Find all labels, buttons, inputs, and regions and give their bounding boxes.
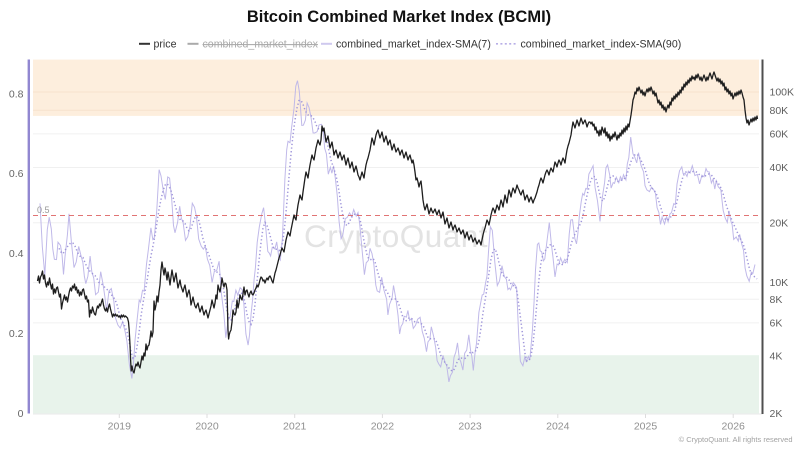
- svg-text:2025: 2025: [634, 421, 658, 433]
- svg-text:10K: 10K: [770, 277, 789, 289]
- svg-text:60K: 60K: [770, 128, 789, 140]
- svg-text:2019: 2019: [108, 421, 132, 433]
- svg-text:100K: 100K: [770, 87, 795, 99]
- svg-text:2023: 2023: [458, 421, 482, 433]
- svg-text:2026: 2026: [722, 421, 746, 433]
- svg-text:2024: 2024: [546, 421, 570, 433]
- svg-text:4K: 4K: [770, 351, 783, 363]
- svg-text:0.8: 0.8: [9, 88, 24, 100]
- svg-text:2021: 2021: [283, 421, 307, 433]
- svg-text:20K: 20K: [770, 217, 789, 229]
- svg-text:0.2: 0.2: [9, 328, 24, 340]
- svg-text:© CryptoQuant. All rights rese: © CryptoQuant. All rights reserved: [679, 435, 793, 444]
- svg-text:Bitcoin Combined Market Index: Bitcoin Combined Market Index (BCMI): [247, 8, 551, 26]
- svg-text:price: price: [154, 39, 177, 51]
- svg-text:combined_market_index-SMA(90): combined_market_index-SMA(90): [521, 39, 682, 51]
- svg-text:2020: 2020: [195, 421, 219, 433]
- svg-text:6K: 6K: [770, 317, 783, 329]
- svg-text:combined_market_index: combined_market_index: [203, 39, 319, 51]
- svg-text:2022: 2022: [371, 421, 395, 433]
- svg-text:0.6: 0.6: [9, 168, 24, 180]
- svg-text:40K: 40K: [770, 162, 789, 174]
- svg-text:CryptoQuant: CryptoQuant: [304, 218, 488, 254]
- svg-text:combined_market_index-SMA(7): combined_market_index-SMA(7): [336, 39, 491, 51]
- svg-text:0.4: 0.4: [9, 248, 24, 260]
- svg-text:2K: 2K: [770, 408, 783, 420]
- svg-text:0.5: 0.5: [37, 205, 50, 215]
- svg-text:0: 0: [18, 408, 24, 420]
- svg-text:8K: 8K: [770, 294, 783, 306]
- svg-text:80K: 80K: [770, 105, 789, 117]
